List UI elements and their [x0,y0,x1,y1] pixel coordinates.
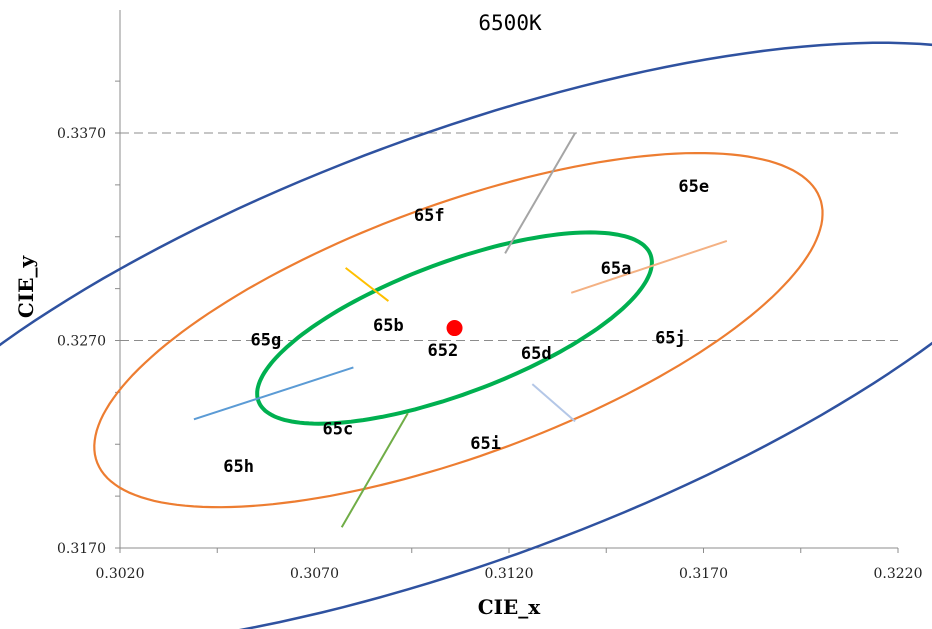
divider-line-1 [570,239,728,294]
divider-line-3 [340,412,409,528]
region-labels: 652 65a 65b 65c 65d 65e 65f 65g 65h 65i 65j [223,177,709,477]
x-tick-label: 0.3070 [290,566,339,582]
region-label-65d: 65d [521,344,552,364]
divider-line-2 [531,383,576,423]
region-label-65g: 65g [251,330,282,350]
y-tick-labels: 0.3170 0.3270 0.3370 [57,126,106,557]
divider-line-5 [345,267,390,302]
divider-line-0 [504,132,576,254]
x-tick-label: 0.3220 [874,566,923,582]
region-label-65e: 65e [678,177,709,197]
grid-lines [120,132,898,341]
y-tick-label: 0.3170 [57,541,106,557]
region-label-65i: 65i [470,434,501,454]
region-label-652: 652 [428,341,459,361]
ellipse-inner [255,230,654,426]
ellipses [0,41,932,629]
x-tick-label: 0.3120 [485,566,534,582]
divider-lines [193,132,728,528]
ellipse-middle [93,152,824,509]
ellipse-outer [0,41,932,629]
x-tick-label: 0.3170 [679,566,728,582]
y-tick-label: 0.3270 [57,334,106,350]
region-label-65h: 65h [223,457,254,477]
y-axis-title: CIE_y [14,255,38,319]
region-label-65a: 65a [601,259,632,279]
chart-title: 6500K [478,11,542,35]
region-label-65f: 65f [414,206,445,226]
region-label-65j: 65j [655,328,686,348]
divider-line-4 [193,366,354,421]
x-tick-label: 0.3020 [96,566,145,582]
region-label-65b: 65b [373,316,404,336]
center-point [446,320,463,337]
axes [115,10,899,553]
center-points [446,320,463,337]
x-axis-title: CIE_x [478,595,542,619]
x-tick-labels: 0.3020 0.3070 0.3120 0.3170 0.3220 [96,566,923,582]
region-label-65c: 65c [322,420,353,440]
y-tick-label: 0.3370 [57,126,106,142]
